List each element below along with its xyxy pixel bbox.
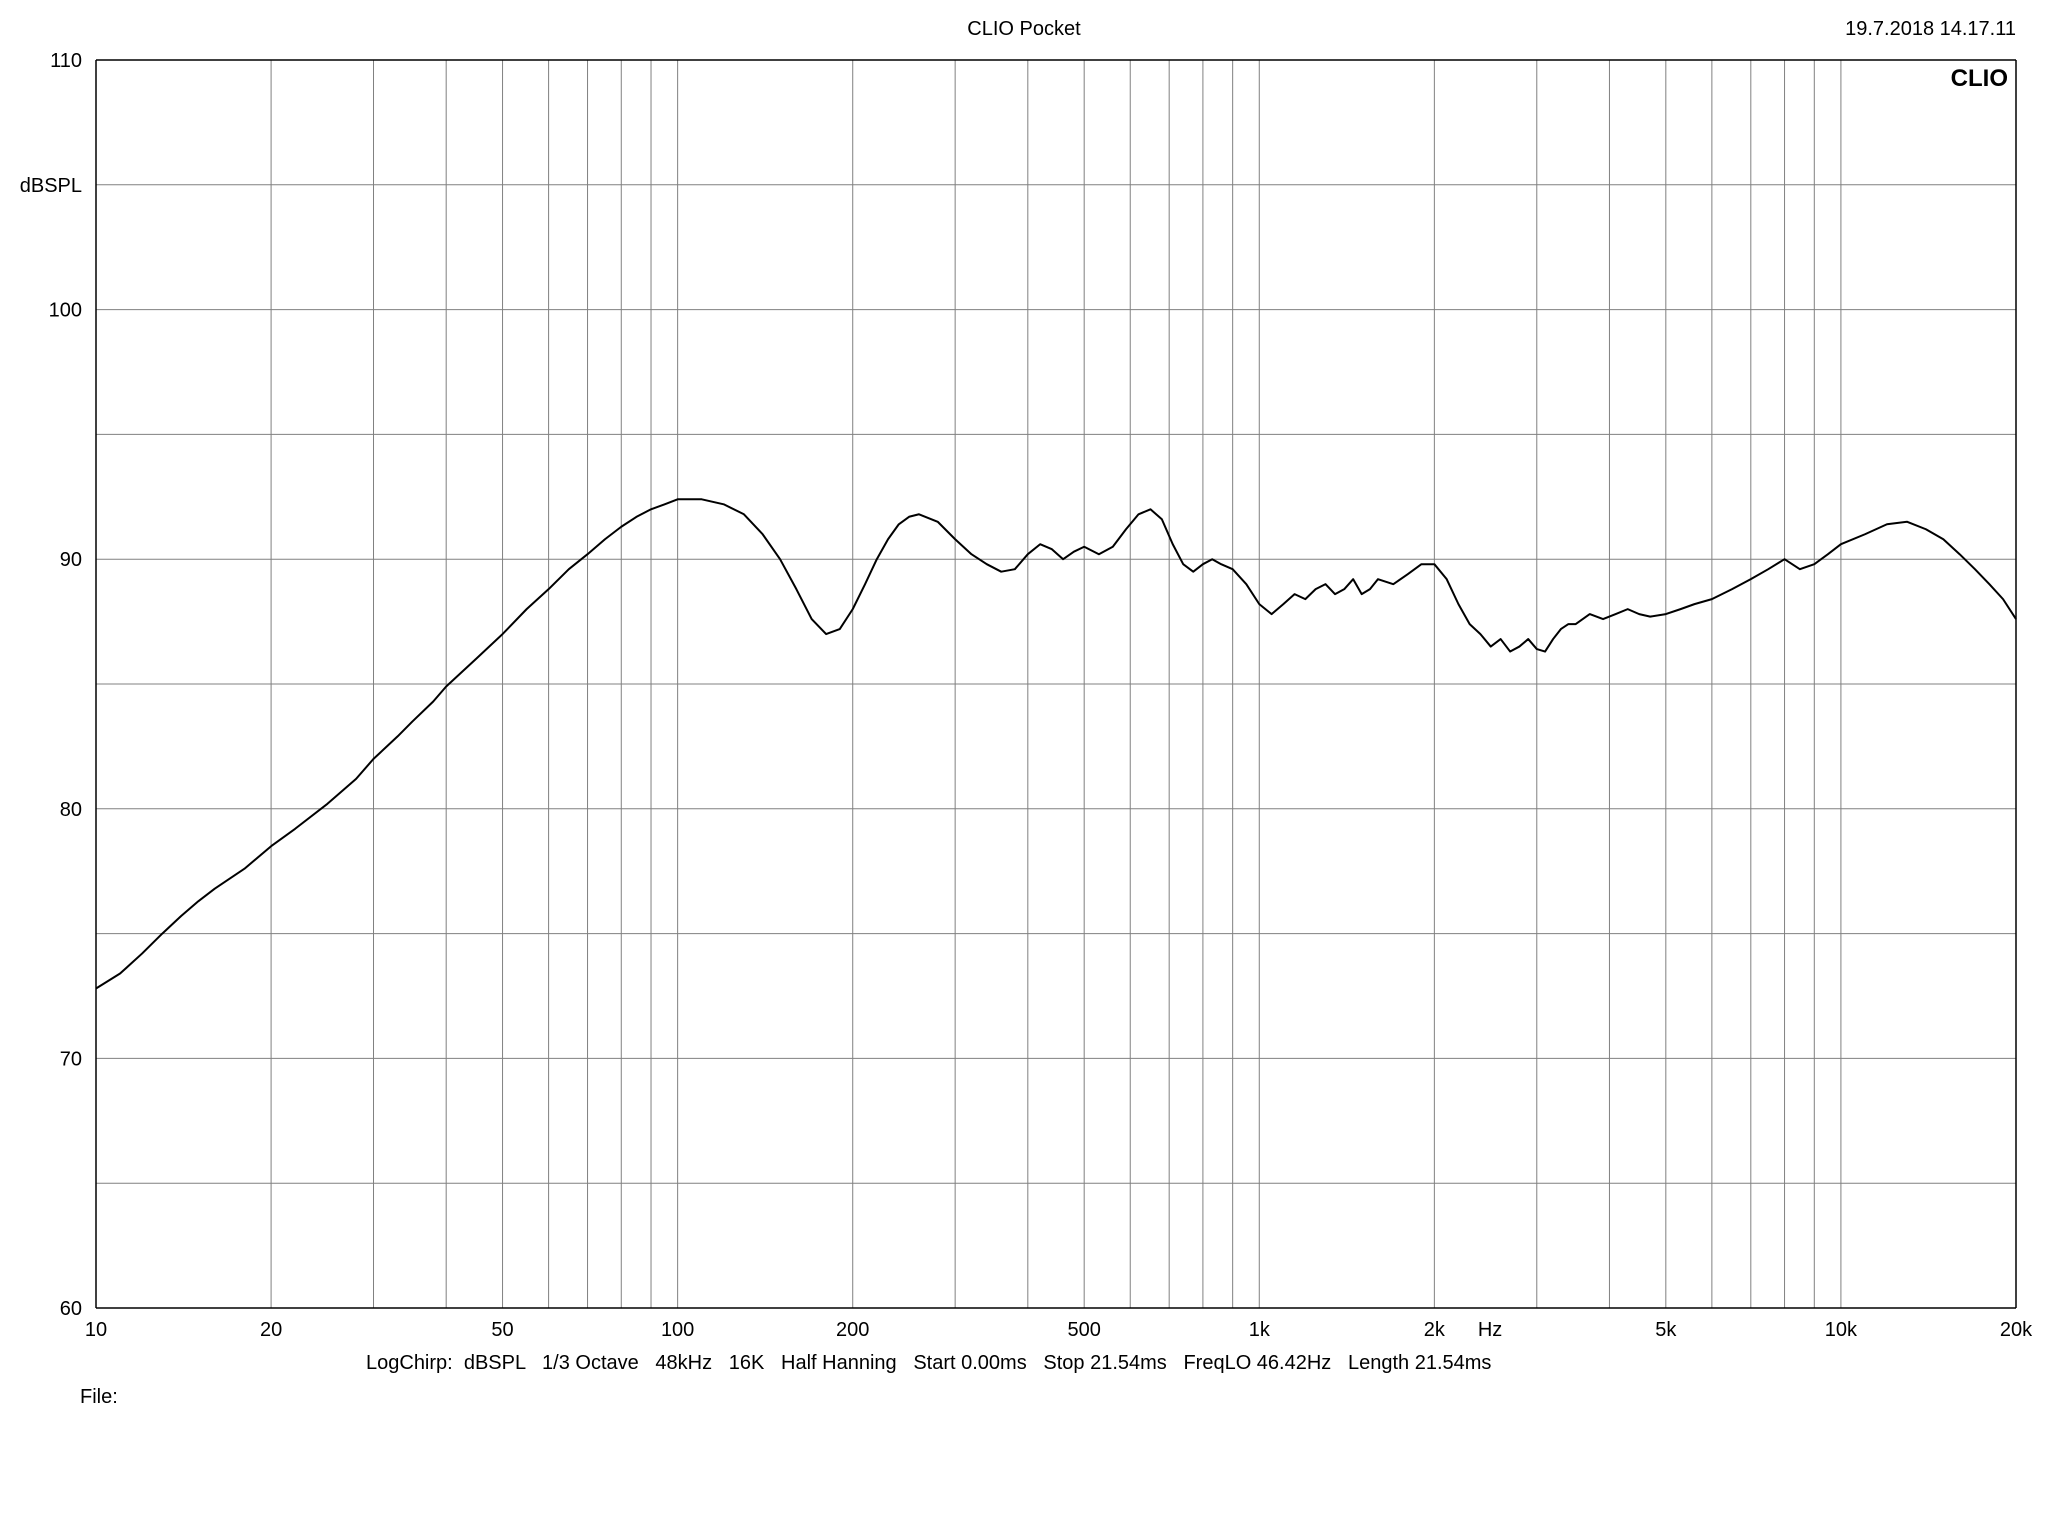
watermark: CLIO: [1951, 65, 2008, 92]
svg-text:60: 60: [60, 1298, 82, 1320]
svg-text:10k: 10k: [1825, 1319, 1858, 1341]
page: CLIO Pocket 19.7.2018 14.17.11 102050100…: [0, 0, 2048, 1536]
svg-text:2k: 2k: [1424, 1319, 1446, 1341]
axis-labels: 10 20 50 100 200 500 1k 2k 5k 10k 20k Hz 60 70 80 90 100…: [20, 50, 2033, 1341]
svg-text:10: 10: [85, 1319, 107, 1341]
grid: [96, 60, 2016, 1308]
svg-text:20: 20: [260, 1319, 282, 1341]
frequency-response-chart: 10 20 50 100 200 500 1k 2k 5k 10k 20k Hz 60 70 80 90 100…: [0, 0, 2048, 1400]
svg-text:100: 100: [49, 300, 82, 322]
svg-text:Hz: Hz: [1478, 1319, 1502, 1341]
svg-text:5k: 5k: [1655, 1319, 1677, 1341]
svg-text:70: 70: [60, 1048, 82, 1070]
response-curve: [96, 499, 2016, 988]
svg-text:1k: 1k: [1249, 1319, 1271, 1341]
svg-text:100: 100: [661, 1319, 694, 1341]
svg-text:200: 200: [836, 1319, 869, 1341]
svg-text:90: 90: [60, 549, 82, 571]
svg-text:dBSPL: dBSPL: [20, 175, 82, 197]
measurement-params: LogChirp: dBSPL 1/3 Octave 48kHz 16K Hal…: [366, 1352, 1491, 1375]
svg-text:500: 500: [1067, 1319, 1100, 1341]
svg-text:80: 80: [60, 799, 82, 821]
svg-text:110: 110: [50, 50, 82, 72]
file-label: File:: [80, 1386, 118, 1409]
svg-text:20k: 20k: [2000, 1319, 2033, 1341]
svg-text:50: 50: [491, 1319, 513, 1341]
